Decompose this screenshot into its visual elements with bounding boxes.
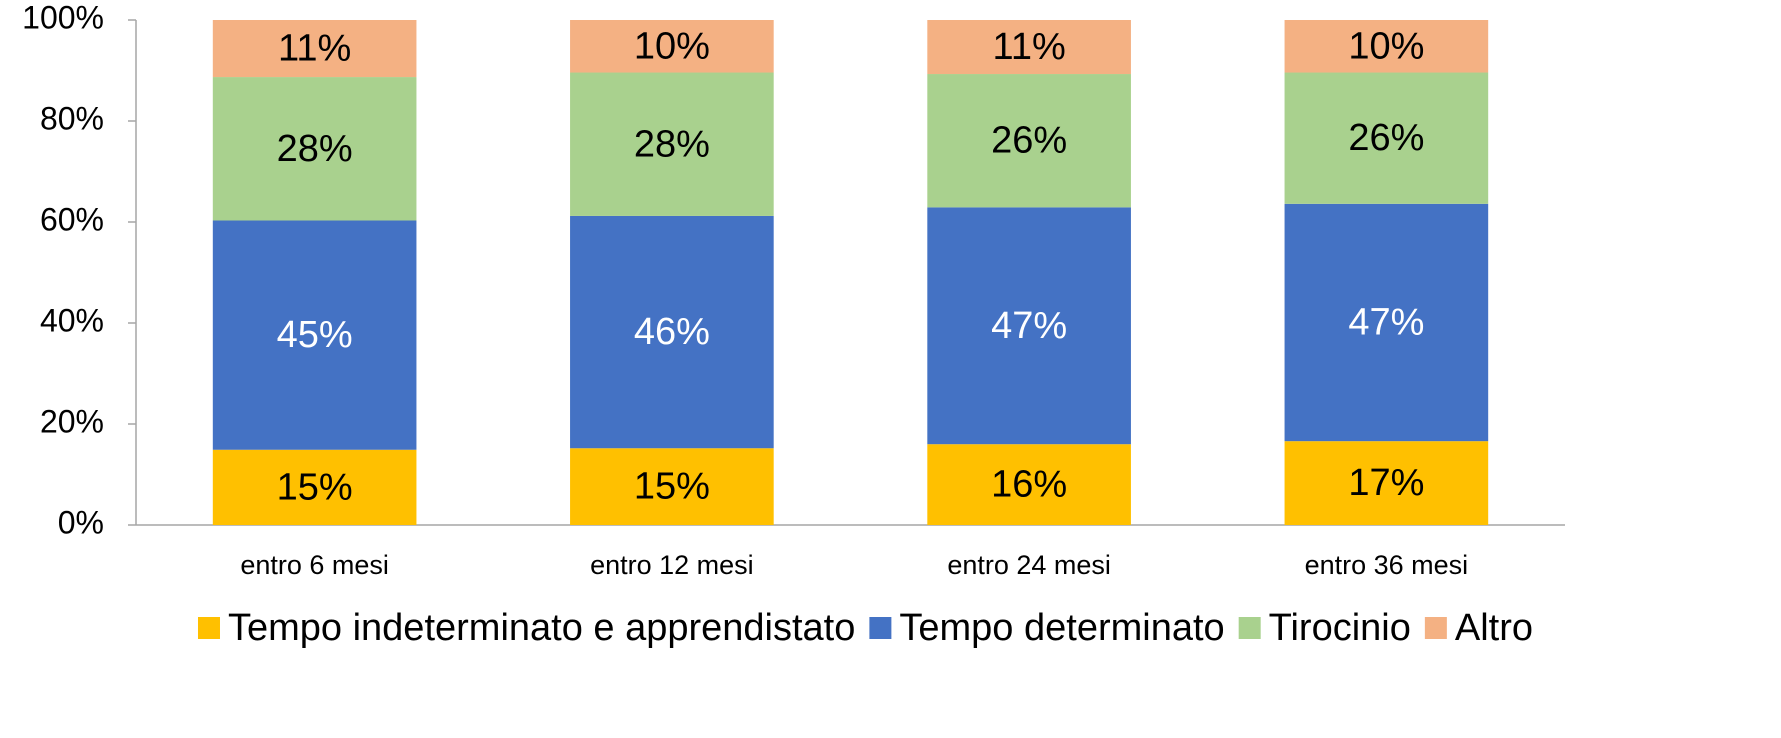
- data-label: 47%: [991, 305, 1067, 347]
- bar-segment: [570, 72, 774, 216]
- bar-segment: [212, 220, 417, 450]
- legend-swatch: [1424, 617, 1447, 639]
- bar-segment: [927, 207, 1131, 445]
- legend-swatch: [869, 617, 892, 639]
- y-tick-label: 80%: [40, 100, 104, 136]
- data-label: 10%: [634, 25, 710, 67]
- y-tick-label: 0%: [58, 504, 104, 540]
- x-tick-label: entro 36 mesi: [1305, 550, 1469, 580]
- y-tick-label: 100%: [22, 0, 104, 35]
- legend-swatch: [1238, 617, 1261, 639]
- bar-segment: [1284, 203, 1489, 442]
- data-label: 15%: [277, 466, 353, 508]
- data-label: 26%: [991, 120, 1067, 162]
- data-label: 47%: [1348, 302, 1424, 344]
- legend-label: Tempo determinato: [899, 607, 1224, 649]
- legend-label: Altro: [1455, 607, 1533, 649]
- data-label: 11%: [993, 26, 1066, 68]
- data-label: 45%: [277, 314, 353, 356]
- bar-segment: [1284, 20, 1489, 73]
- legend-label: Tirocinio: [1269, 607, 1411, 649]
- x-tick-label: entro 12 mesi: [590, 550, 754, 580]
- data-label: 26%: [1348, 117, 1424, 159]
- legend-swatch: [197, 617, 220, 639]
- data-label: 17%: [1348, 462, 1424, 504]
- data-label: 16%: [991, 464, 1067, 506]
- data-label: 46%: [634, 311, 710, 353]
- bar-segment: [1284, 441, 1489, 525]
- bar-segment: [570, 215, 774, 449]
- y-tick-label: 40%: [40, 302, 104, 338]
- y-tick-label: 20%: [40, 403, 104, 439]
- data-label: 28%: [634, 123, 710, 165]
- y-tick-label: 60%: [40, 201, 104, 237]
- bar-segment: [212, 77, 417, 221]
- bar-segment: [927, 74, 1131, 208]
- x-tick-label: entro 24 mesi: [947, 550, 1111, 580]
- bar-segment: [570, 448, 774, 525]
- legend-label: Tempo indeterminato e apprendistato: [228, 607, 855, 649]
- x-tick-label: entro 6 mesi: [240, 550, 389, 580]
- bar-segment: [212, 20, 417, 78]
- bar-segment: [570, 20, 774, 73]
- data-label: 28%: [277, 128, 353, 170]
- bar-segment: [212, 449, 417, 525]
- bar-segment: [1284, 72, 1489, 204]
- bar-segment: [927, 20, 1131, 75]
- data-label: 11%: [278, 28, 351, 70]
- data-label: 10%: [1348, 25, 1424, 67]
- bar-segment: [927, 444, 1131, 525]
- data-label: 15%: [634, 466, 710, 508]
